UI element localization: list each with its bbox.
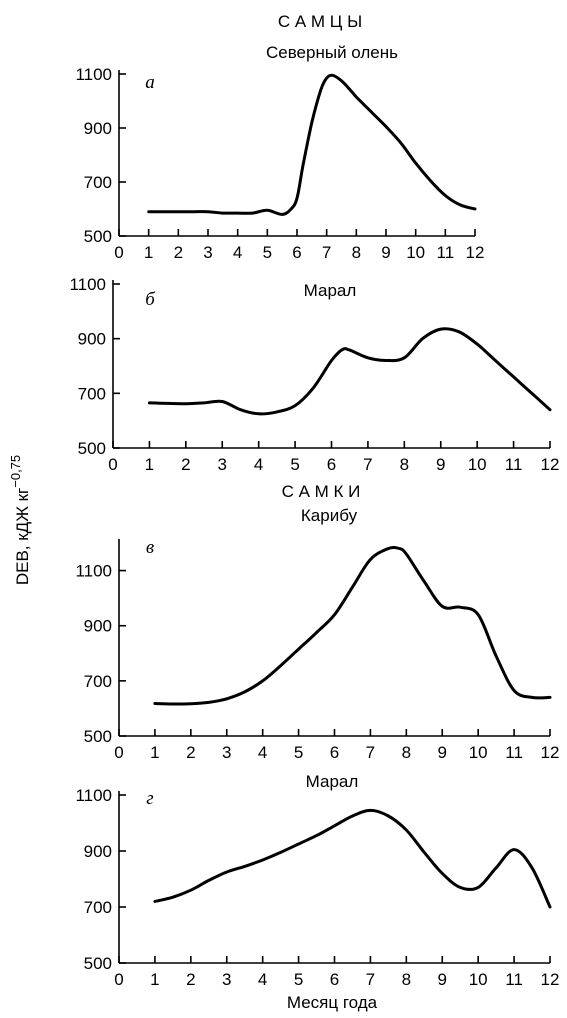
x-tick-label: 9 [438,743,447,762]
x-tick-label: 3 [222,743,231,762]
panel-title: Марал [304,281,357,300]
y-tick-label: 500 [84,954,112,973]
y-tick-label: 1100 [69,275,106,294]
y-tick-label: 500 [84,227,112,246]
panel-letter: в [146,537,154,558]
y-tick-label: 1100 [75,65,112,84]
x-tick-label: 9 [436,455,445,474]
y-tick-label: 900 [84,119,112,138]
x-tick-label: 1 [145,455,154,474]
y-tick-label: 900 [78,330,106,349]
x-tick-label: 1 [150,970,159,989]
x-tick-label: 2 [174,243,183,262]
x-tick-label: 10 [468,455,487,474]
x-tick-label: 6 [292,243,301,262]
y-axis-label: DEB, кДЖ кг−0,75 [8,455,32,585]
males-heading: С А М Ц Ы [278,12,362,31]
y-tick-label: 500 [78,439,106,458]
x-axis-label: Месяц года [287,993,378,1012]
y-tick-label: 900 [84,617,112,636]
x-tick-label: 1 [150,743,159,762]
y-tick-label: 700 [84,173,112,192]
y-tick-label: 700 [78,384,106,403]
x-tick-label: 11 [505,743,523,762]
x-tick-label: 12 [541,743,560,762]
x-tick-label: 5 [294,970,303,989]
x-tick-label: 0 [114,970,123,989]
x-tick-label: 8 [400,455,409,474]
series-line [147,73,477,216]
x-tick-label: 6 [330,970,339,989]
x-tick-label: 7 [366,743,375,762]
x-tick-label: 10 [469,970,488,989]
panel-title: Северный олень [266,43,398,62]
x-tick-label: 10 [406,243,425,262]
x-tick-label: 7 [363,455,372,474]
females-heading: С А М К И [282,482,361,501]
x-tick-label: 4 [233,243,242,262]
x-tick-label: 3 [203,243,212,262]
series-line [153,808,552,909]
x-tick-label: 9 [381,243,390,262]
x-tick-label: 8 [352,243,361,262]
x-tick-label: 6 [327,455,336,474]
panel-title: Карибу [301,506,358,525]
x-tick-label: 2 [186,970,195,989]
x-tick-label: 11 [505,455,523,474]
x-tick-label: 12 [541,455,560,474]
series-line [153,545,552,706]
x-tick-label: 5 [263,243,272,262]
y-tick-label: 1100 [75,786,112,805]
panel-letter: б [145,289,156,310]
x-tick-label: 0 [114,743,123,762]
x-tick-label: 3 [222,970,231,989]
x-tick-label: 1 [144,243,153,262]
x-tick-label: 0 [108,455,117,474]
y-tick-label: 900 [84,842,112,861]
x-tick-label: 4 [254,455,263,474]
x-tick-label: 6 [330,743,339,762]
x-tick-label: 10 [469,743,488,762]
panel-letter: а [145,72,155,93]
panel-letter: г [146,788,153,809]
x-tick-label: 7 [366,970,375,989]
x-tick-label: 5 [290,455,299,474]
y-tick-label: 700 [84,672,112,691]
panel-title: Марал [306,772,359,791]
x-tick-label: 0 [114,243,123,262]
x-tick-label: 12 [541,970,560,989]
x-tick-label: 8 [402,970,411,989]
x-tick-label: 11 [505,970,523,989]
x-tick-label: 11 [437,243,455,262]
y-tick-label: 1100 [75,562,112,581]
y-tick-label: 700 [84,898,112,917]
x-tick-label: 12 [466,243,485,262]
x-tick-label: 9 [438,970,447,989]
y-tick-label: 500 [84,727,112,746]
x-tick-label: 5 [294,743,303,762]
y-axis-label-text: DEB, кДЖ кг [13,488,32,585]
x-tick-label: 2 [181,455,190,474]
y-axis-label-exponent: −0,75 [8,455,23,488]
x-tick-label: 4 [258,743,267,762]
x-tick-label: 4 [258,970,267,989]
x-tick-label: 7 [322,243,331,262]
x-tick-label: 8 [402,743,411,762]
x-tick-label: 2 [186,743,195,762]
series-line [147,327,552,416]
x-tick-label: 3 [218,455,227,474]
